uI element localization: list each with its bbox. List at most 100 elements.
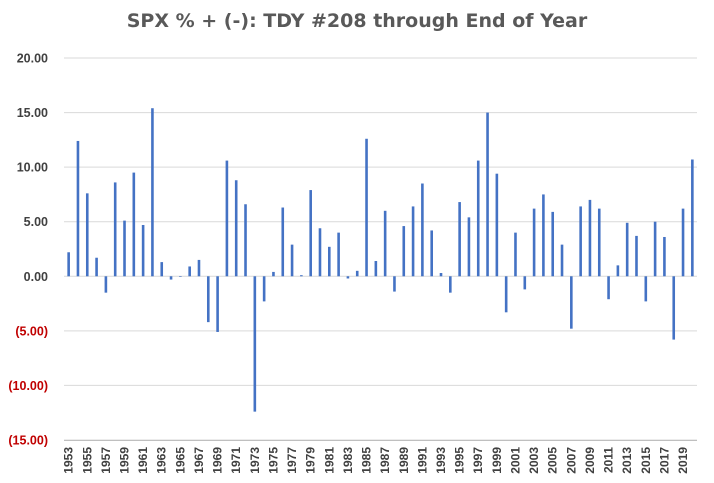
bar-1992 (430, 230, 433, 277)
x-tick-label: 1991 (415, 447, 429, 474)
bar-1968 (206, 276, 210, 323)
bar-series (67, 108, 694, 412)
y-tick-label: 15.00 (17, 106, 48, 120)
x-tick-label: 1975 (266, 447, 280, 474)
x-tick-label: 1973 (248, 447, 262, 474)
x-tick-label: 1999 (490, 447, 504, 474)
x-tick-label: 1957 (99, 447, 113, 474)
x-tick-label: 1977 (285, 447, 299, 474)
bar-1991 (421, 183, 424, 277)
x-axis-tick-labels: 1953 1955 1957 1959 1961 1963 1965 1967 1969 1971… (62, 447, 690, 474)
x-tick-label: 1953 (62, 447, 76, 474)
x-tick-label: 1959 (118, 447, 132, 474)
bar-1994 (449, 276, 452, 293)
bar-1977 (290, 244, 294, 277)
bar-2000 (504, 276, 508, 313)
bar-1961 (141, 224, 145, 277)
bar-1955 (85, 193, 89, 277)
bar-1985 (365, 138, 368, 277)
bar-1995 (458, 202, 461, 277)
bar-1982 (337, 232, 340, 277)
bar-1999 (495, 173, 499, 277)
bar-1959 (123, 220, 126, 277)
x-tick-label: 1995 (453, 447, 467, 474)
bar-1956 (95, 257, 98, 277)
x-tick-label: 2015 (639, 447, 653, 474)
x-tick-label: 1989 (397, 447, 411, 474)
bar-1993 (439, 273, 443, 277)
x-tick-label: 1955 (80, 447, 94, 474)
y-tick-label: (10.00) (8, 379, 48, 393)
x-tick-label: 1993 (434, 447, 448, 474)
bar-1981 (328, 246, 331, 277)
bar-1997 (476, 160, 480, 277)
bar-2011 (607, 276, 610, 300)
bar-2009 (588, 199, 592, 277)
bar-1963 (160, 262, 164, 277)
bar-2006 (560, 244, 564, 277)
bar-2012 (616, 265, 620, 277)
x-tick-label: 2019 (676, 447, 690, 474)
x-tick-label: 1983 (341, 447, 355, 474)
bar-1973 (253, 276, 257, 412)
chart-title: SPX % + (-): TDY #208 through End of Yea… (126, 10, 588, 32)
bar-2010 (597, 208, 601, 277)
bar-2005 (551, 211, 555, 277)
bar-1990 (411, 206, 415, 277)
bar-1954 (76, 140, 80, 277)
x-tick-label: 1971 (229, 447, 243, 474)
x-tick-label: 1987 (378, 447, 392, 474)
bar-1964 (169, 276, 173, 280)
x-tick-label: 1985 (360, 447, 374, 474)
bar-1972 (244, 204, 247, 277)
x-tick-label: 1967 (192, 447, 206, 474)
bar-1984 (355, 270, 359, 277)
bar-1966 (188, 266, 191, 277)
bar-1962 (151, 108, 154, 277)
bar-2016 (653, 221, 657, 277)
bar-1971 (234, 180, 238, 277)
y-tick-label: 0.00 (24, 270, 48, 284)
bar-2014 (635, 235, 638, 277)
x-tick-label: 2007 (564, 447, 578, 474)
bar-2018 (672, 276, 676, 340)
bar-1983 (346, 276, 350, 279)
x-tick-label: 1965 (173, 447, 187, 474)
y-tick-label: 5.00 (24, 215, 48, 229)
x-tick-label: 2005 (546, 447, 560, 474)
bar-1979 (309, 190, 312, 277)
bar-2015 (644, 276, 648, 302)
bar-1998 (486, 112, 489, 277)
bar-2007 (570, 276, 573, 329)
bar-1978 (300, 275, 303, 277)
x-tick-label: 1963 (155, 447, 169, 474)
x-tick-label: 1979 (304, 447, 318, 474)
bar-2002 (523, 276, 527, 290)
bar-1953 (67, 252, 70, 277)
y-axis-tick-labels: 20.00 15.00 10.00 5.00 0.00 (5.00) (10.00) (15.… (8, 52, 48, 448)
y-tick-label: 10.00 (17, 161, 48, 175)
bar-1989 (402, 226, 406, 277)
y-tick-label: (15.00) (8, 434, 48, 448)
gridlines (64, 57, 697, 441)
x-tick-label: 1961 (136, 447, 150, 474)
bar-1976 (281, 207, 285, 277)
x-tick-label: 2001 (508, 447, 522, 474)
bar-1957 (104, 276, 108, 293)
bar-1965 (179, 276, 182, 277)
bar-1960 (132, 172, 136, 277)
bar-1974 (262, 276, 266, 302)
bar-1969 (216, 276, 219, 332)
y-tick-label: (5.00) (15, 324, 48, 338)
bar-1988 (393, 276, 396, 292)
x-tick-label: 2011 (602, 447, 616, 473)
bar-2013 (625, 222, 629, 277)
bar-1970 (225, 160, 229, 277)
x-tick-label: 2003 (527, 447, 541, 474)
x-tick-label: 2017 (657, 447, 671, 474)
bar-2004 (542, 194, 545, 277)
bar-2017 (663, 236, 666, 277)
bar-2008 (579, 206, 582, 277)
x-tick-label: 1997 (471, 447, 485, 474)
